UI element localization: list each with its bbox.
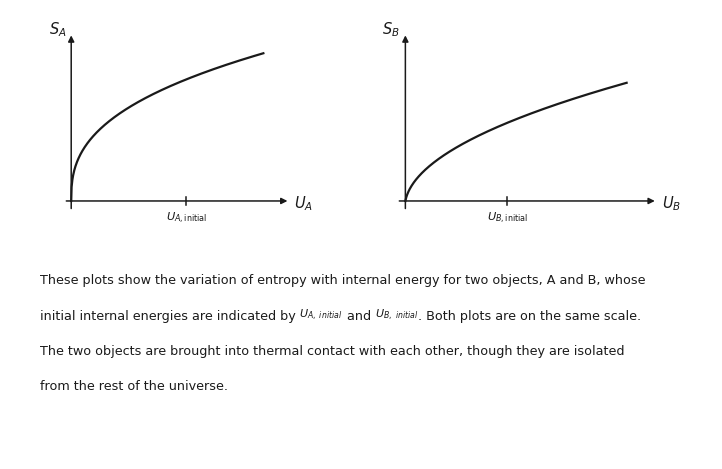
Text: . Both plots are on the same scale.: . Both plots are on the same scale. bbox=[418, 310, 641, 323]
Text: $U_{A,\mathrm{initial}}$: $U_{A,\mathrm{initial}}$ bbox=[166, 211, 207, 226]
Text: $U_{B,\ \mathit{initial}}$: $U_{B,\ \mathit{initial}}$ bbox=[375, 308, 418, 323]
Text: $U_A$: $U_A$ bbox=[294, 194, 313, 212]
Text: The two objects are brought into thermal contact with each other, though they ar: The two objects are brought into thermal… bbox=[40, 345, 625, 358]
Text: These plots show the variation of entropy with internal energy for two objects, : These plots show the variation of entrop… bbox=[40, 274, 645, 287]
Text: from the rest of the universe.: from the rest of the universe. bbox=[40, 380, 227, 393]
Text: $U_B$: $U_B$ bbox=[662, 194, 681, 212]
Text: initial internal energies are indicated by: initial internal energies are indicated … bbox=[40, 310, 300, 323]
Text: $S_B$: $S_B$ bbox=[382, 20, 400, 39]
Text: $U_{B,\mathrm{initial}}$: $U_{B,\mathrm{initial}}$ bbox=[487, 211, 528, 226]
Text: and: and bbox=[343, 310, 375, 323]
Text: $U_{A,\ \mathit{initial}}$: $U_{A,\ \mathit{initial}}$ bbox=[300, 308, 343, 323]
Text: $S_A$: $S_A$ bbox=[49, 20, 66, 39]
